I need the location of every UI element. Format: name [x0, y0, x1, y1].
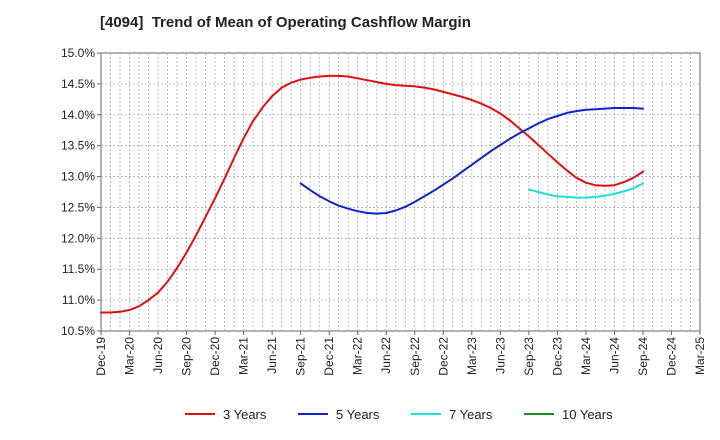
- x-tick-label: Mar-20: [123, 337, 137, 375]
- y-tick-label: 10.5%: [61, 324, 95, 338]
- legend-label: 7 Years: [449, 407, 493, 422]
- x-tick-label: Sep-23: [522, 337, 536, 376]
- x-tick-label: Jun-21: [265, 337, 279, 374]
- x-tick-label: Mar-24: [579, 337, 593, 375]
- x-tick-label: Mar-25: [693, 337, 707, 375]
- x-axis-ticks: Dec-19 Mar-20 Jun-20 Sep-20 Dec-20 Mar-21 Jun-…: [94, 331, 707, 376]
- x-tick-label: Jun-20: [151, 337, 165, 374]
- legend-label: 5 Years: [336, 407, 380, 422]
- series-line-7-years: [527, 182, 644, 199]
- x-tick-label: Dec-22: [436, 337, 450, 376]
- legend-label: 10 Years: [562, 407, 613, 422]
- x-tick-label: Sep-22: [408, 337, 422, 376]
- y-axis-ticks: 10.5% 11.0% 11.5% 12.0% 12.5% 13.0% 13.5% 14.0%…: [61, 46, 101, 338]
- y-tick-label: 11.0%: [62, 293, 95, 307]
- y-tick-label: 14.0%: [61, 108, 95, 122]
- x-tick-label: Jun-22: [379, 337, 393, 374]
- x-tick-label: Dec-20: [208, 337, 222, 376]
- x-tick-label: Mar-22: [351, 337, 365, 375]
- legend: 3 Years 5 Years 7 Years 10 Years: [185, 407, 613, 422]
- x-tick-label: Mar-21: [237, 337, 251, 375]
- y-tick-label: 15.0%: [61, 46, 95, 60]
- x-tick-label: Jun-23: [493, 337, 507, 374]
- x-tick-label: Dec-19: [94, 337, 108, 376]
- x-tick-label: Dec-21: [322, 337, 336, 376]
- plot-area: [100, 52, 701, 332]
- x-tick-label: Sep-20: [180, 337, 194, 376]
- y-tick-label: 12.0%: [61, 231, 95, 245]
- y-tick-label: 11.5%: [62, 262, 95, 276]
- y-tick-label: 13.0%: [61, 170, 95, 184]
- x-tick-label: Mar-23: [465, 337, 479, 375]
- y-tick-label: 12.5%: [61, 200, 95, 214]
- legend-label: 3 Years: [223, 407, 267, 422]
- series-line-5-years: [299, 107, 644, 215]
- x-tick-label: Dec-24: [664, 337, 678, 376]
- series-lines: [100, 74, 644, 314]
- series-line-3-years: [100, 74, 644, 314]
- x-tick-label: Dec-23: [550, 337, 564, 376]
- y-tick-label: 14.5%: [61, 77, 95, 91]
- x-tick-label: Sep-21: [294, 337, 308, 376]
- y-tick-label: 13.5%: [61, 139, 95, 153]
- x-tick-label: Sep-24: [636, 337, 650, 376]
- chart-title: [4094] Trend of Mean of Operating Cashfl…: [100, 14, 471, 31]
- x-tick-label: Jun-24: [607, 337, 621, 374]
- plot-frame: [100, 52, 701, 332]
